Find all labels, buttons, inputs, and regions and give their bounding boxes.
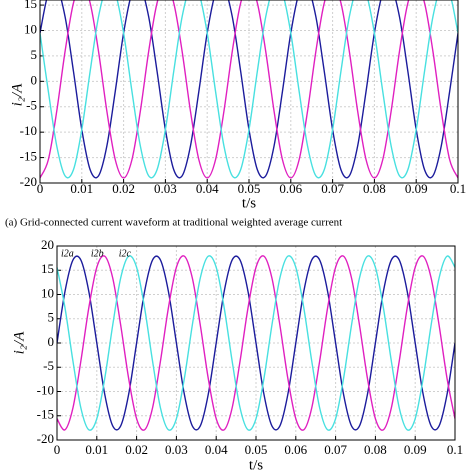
series-group bbox=[57, 255, 455, 431]
x-tick-label: 0.03 bbox=[154, 181, 177, 196]
y-tick-label: -5 bbox=[43, 358, 54, 373]
y-tick-label: 5 bbox=[48, 310, 55, 325]
x-tick-label: 0.07 bbox=[321, 181, 344, 196]
y-tick-label: 0 bbox=[48, 334, 55, 349]
legend-label: i2a bbox=[61, 249, 74, 260]
y-tick-label: 10 bbox=[41, 285, 54, 300]
x-tick-label: 0.06 bbox=[279, 181, 302, 196]
axes-frame bbox=[39, 0, 459, 184]
x-tick-label: 0.06 bbox=[284, 442, 307, 457]
legend-label: i2b bbox=[91, 249, 104, 260]
x-tick-label: 0.08 bbox=[364, 442, 387, 457]
x-tick-label: 0.03 bbox=[165, 442, 188, 457]
series-line bbox=[57, 255, 455, 431]
series-line bbox=[40, 0, 458, 179]
x-axis-label: t/s bbox=[249, 457, 263, 473]
series-line bbox=[57, 255, 455, 431]
y-tick-label: 5 bbox=[31, 47, 38, 62]
caption: (a) Grid-connected current waveform at t… bbox=[5, 217, 342, 229]
x-tick-label: 0.1 bbox=[447, 442, 463, 457]
x-tick-label: 0.02 bbox=[125, 442, 148, 457]
x-tick-label: 0.05 bbox=[245, 442, 268, 457]
x-tick-label: 0.08 bbox=[363, 181, 386, 196]
y-tick-label: -15 bbox=[20, 149, 37, 164]
x-tick-label: 0.02 bbox=[112, 181, 135, 196]
x-tick-label: 0 bbox=[37, 181, 44, 196]
y-tick-label: 20 bbox=[41, 237, 54, 252]
x-tick-label: 0.04 bbox=[205, 442, 228, 457]
plot-area bbox=[40, 0, 458, 183]
y-tick-label: 0 bbox=[31, 72, 38, 87]
series-line bbox=[40, 0, 458, 179]
y-tick-label: -20 bbox=[37, 431, 54, 446]
y-tick-label: -10 bbox=[37, 382, 54, 397]
x-axis-label: t/s bbox=[242, 195, 256, 211]
y-tick-label: 15 bbox=[41, 261, 54, 276]
x-tick-label: 0.01 bbox=[70, 181, 93, 196]
y-tick-label: -5 bbox=[26, 98, 37, 113]
x-tick-label: 0.1 bbox=[450, 181, 466, 196]
x-tick-label: 0.01 bbox=[85, 442, 108, 457]
y-tick-label: -10 bbox=[20, 123, 37, 138]
x-tick-label: 0.09 bbox=[404, 442, 427, 457]
x-tick-label: 0.09 bbox=[405, 181, 428, 196]
y-tick-label: 10 bbox=[24, 21, 37, 36]
series-group bbox=[40, 0, 458, 179]
legend-label: i2c bbox=[119, 249, 132, 260]
x-tick-label: 0 bbox=[54, 442, 61, 457]
y-tick-label: -15 bbox=[37, 407, 54, 422]
axes-frame bbox=[56, 245, 456, 441]
series-line bbox=[57, 255, 455, 431]
x-tick-label: 0.04 bbox=[196, 181, 219, 196]
x-tick-label: 0.07 bbox=[324, 442, 347, 457]
x-tick-label: 0.05 bbox=[238, 181, 261, 196]
y-tick-label: -20 bbox=[20, 174, 37, 189]
y-tick-label: 15 bbox=[24, 0, 37, 11]
y-axis-label: i₂/A bbox=[11, 331, 27, 355]
y-axis-label: i₂/A bbox=[9, 83, 25, 107]
